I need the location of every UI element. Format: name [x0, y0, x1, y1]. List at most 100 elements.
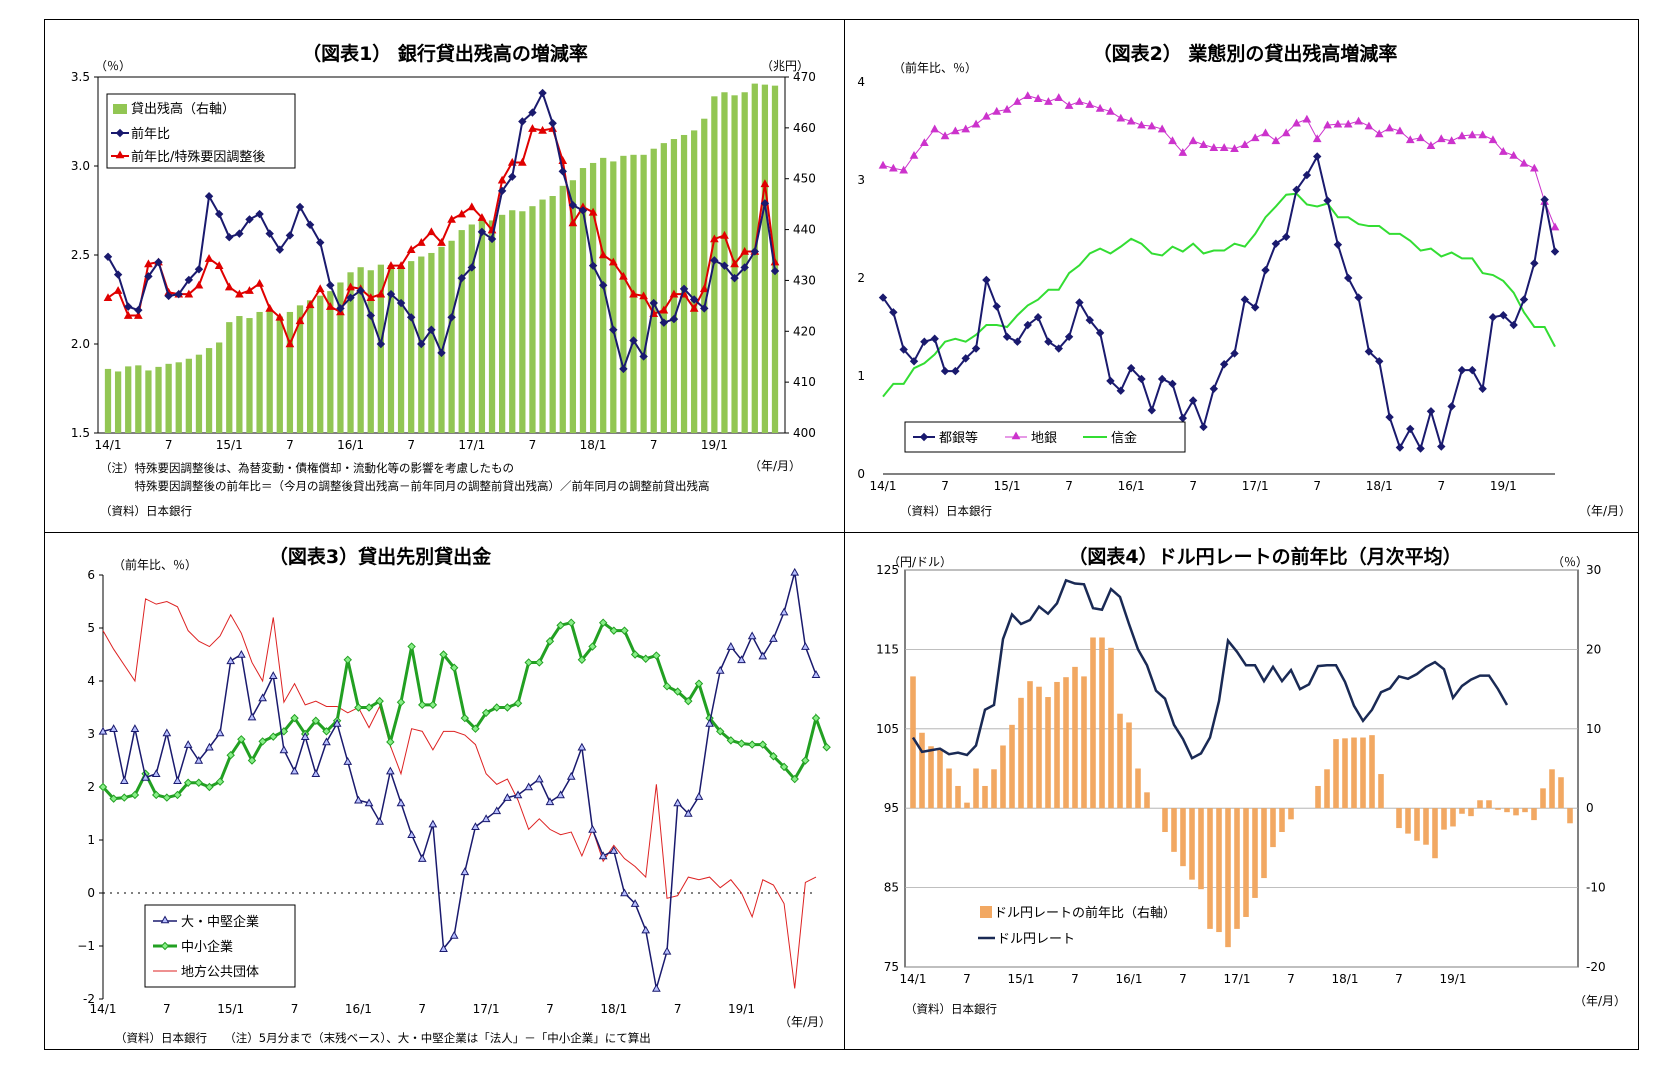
- chart4-bar: [1270, 808, 1276, 848]
- chart3-legend-local-gov-label: 地方公共団体: [181, 964, 259, 980]
- chart1-x-tick-5: 7: [407, 438, 415, 452]
- chart2-togin-point: [1499, 311, 1508, 320]
- chart3-large-point: [290, 766, 299, 775]
- chart3-large-point: [258, 693, 267, 702]
- chart1-adjusted-point: [477, 213, 487, 221]
- chart1-yoy-point: [437, 348, 446, 358]
- chart2-togin-point: [961, 354, 970, 363]
- chart3-sme-point: [673, 687, 682, 696]
- chart2-x-tick-9: 7: [1437, 479, 1445, 493]
- chart4-x-tick-4: 16/1: [1116, 972, 1143, 986]
- chart2-togin-point: [1209, 384, 1219, 393]
- chart3-sme-point: [577, 655, 587, 665]
- chart1-adjusted-point: [598, 250, 608, 259]
- chart2-chigin-point: [961, 124, 971, 133]
- chart1-yoy-point: [326, 281, 335, 290]
- chart1-yoy-point: [598, 281, 608, 290]
- chart1-yoy-point: [275, 245, 285, 254]
- chart1-adjusted-point: [699, 284, 709, 293]
- chart2-togin-point: [1002, 332, 1012, 342]
- chart2-x-tick-4: 16/1: [1118, 479, 1145, 493]
- chart4-x-unit: （年/月）: [1574, 994, 1626, 1008]
- chart4-bar: [946, 768, 952, 809]
- chart3-large-point: [364, 798, 374, 807]
- chart1-adjusted-point: [295, 316, 305, 325]
- chart2-togin-point: [1106, 376, 1115, 386]
- chart2-togin-point: [1457, 365, 1467, 375]
- chart2-chigin-point: [982, 111, 991, 120]
- chart4-bar: [1396, 808, 1402, 829]
- chart1-adjusted-point: [447, 214, 456, 223]
- chart1-ytick-left-label: 2.5: [71, 248, 90, 262]
- chart3-sme-point: [418, 700, 427, 710]
- chart2-chigin-point: [1199, 140, 1208, 149]
- chart-1-svg: 1.52.02.53.03.5400410420430440450460470（…: [71, 42, 816, 518]
- chart2-togin-point: [971, 344, 981, 353]
- chart4-bar: [1432, 808, 1438, 859]
- chart2-legend-marker-togin: [919, 432, 929, 442]
- chart1-yoy-point: [467, 263, 477, 272]
- chart4-bar: [1000, 745, 1006, 809]
- chart4-bar: [1135, 768, 1141, 809]
- chart1-adjusted-point: [740, 246, 750, 255]
- chart2-source: （資料）日本銀行: [900, 504, 992, 518]
- chart3-sme-point: [396, 697, 406, 707]
- chart2-chigin-point: [878, 160, 888, 169]
- chart1-adjusted-point: [720, 230, 729, 239]
- chart1-x-tick-0: 14/1: [95, 438, 122, 452]
- chart4-bar: [1090, 637, 1096, 809]
- chart2-chigin-point: [1250, 133, 1260, 142]
- chart4-bar: [991, 769, 997, 809]
- chart3-sme-point: [758, 740, 767, 749]
- chart3-large-point: [439, 944, 448, 952]
- chart2-chigin-point: [1281, 128, 1291, 137]
- chart2-chigin-point: [992, 106, 1002, 115]
- chart2-chigin-point: [1302, 114, 1312, 123]
- chart3-large-point: [151, 769, 161, 778]
- chart3-large-point: [205, 742, 214, 751]
- chart1-bar: [549, 196, 556, 433]
- chart3-sme-point: [652, 651, 661, 660]
- chart1-bar: [347, 272, 354, 433]
- chart1-bar: [660, 143, 667, 433]
- chart3-sme-point: [503, 703, 512, 712]
- chart3-ytick-label: -2: [83, 992, 95, 1006]
- chart1-legend-marker-adjusted: [115, 150, 125, 159]
- chart2-chigin-point: [940, 131, 950, 140]
- chart1-yoy-point: [225, 232, 234, 242]
- chart2-togin-point: [1033, 312, 1043, 322]
- chart2-togin-point: [1333, 240, 1343, 249]
- chart3-sme-point: [449, 663, 459, 672]
- chart2-chigin-point: [1354, 116, 1363, 125]
- chart1-ytick-right-label: 470: [793, 70, 816, 84]
- chart2-chigin-point: [1157, 124, 1167, 133]
- chart2-togin-point: [1281, 232, 1291, 242]
- chart1-yoy-point: [700, 304, 709, 313]
- chart3-sme-point: [492, 703, 501, 712]
- chart4-bar: [1054, 681, 1060, 809]
- chart1-adjusted-point: [639, 291, 648, 300]
- chart1-ytick-right-label: 430: [793, 273, 816, 287]
- chart2-togin-point: [1550, 247, 1560, 256]
- chart4-bar: [1261, 808, 1267, 879]
- chart2-togin-point: [1013, 337, 1022, 346]
- chart1-yoy-point: [487, 234, 497, 244]
- chart3-sme-point: [556, 621, 565, 630]
- chart4-bar: [1189, 808, 1195, 880]
- chart1-yoy-point: [255, 209, 264, 219]
- chart2-togin-point: [1426, 407, 1436, 416]
- chart3-large-point: [641, 925, 651, 934]
- chart4-bar: [1081, 676, 1087, 809]
- chart1-yoy-point: [629, 336, 638, 345]
- chart3-sme-point: [779, 762, 789, 772]
- chart1-adjusted-point: [194, 280, 204, 289]
- chart2-chigin-point: [1054, 93, 1064, 101]
- chart4-bar: [1342, 738, 1348, 809]
- chart2-chigin-point: [1550, 222, 1560, 231]
- chart3-sme-point: [290, 713, 299, 723]
- chart3-large-point: [694, 792, 704, 800]
- chart1-adjusted-point: [315, 284, 325, 293]
- chart2-chigin-point: [1178, 148, 1188, 156]
- chart1-yoy-point: [730, 273, 739, 283]
- chart1-bar: [327, 291, 334, 433]
